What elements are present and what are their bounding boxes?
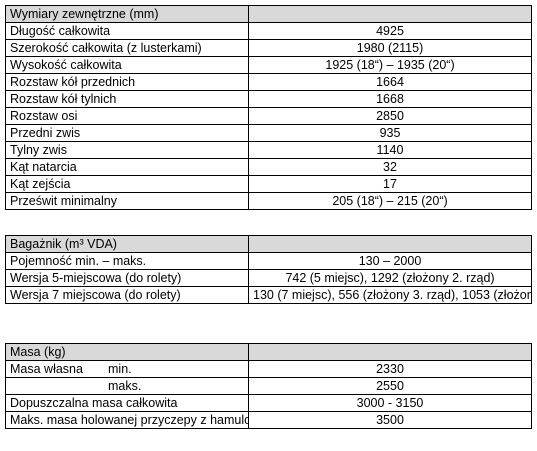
table-row: Rozstaw kół tylnich 1668: [5, 90, 532, 108]
row-label: Pojemność min. – maks.: [5, 252, 249, 270]
row-label: Prześwit minimalny: [5, 192, 249, 210]
row-label: Tylny zwis: [5, 141, 249, 159]
row-label: Przedni zwis: [5, 124, 249, 142]
dimensions-table: Wymiary zewnętrzne (mm) Długość całkowit…: [5, 5, 532, 210]
table-row: Masa własna min. 2330: [5, 360, 532, 378]
row-value: 205 (18“) – 215 (20“): [248, 192, 532, 210]
table-row: Tylny zwis 1140: [5, 141, 532, 159]
table-row: maks. 2550: [5, 377, 532, 395]
table-row: Wersja 5-miejscowa (do rolety) 742 (5 mie…: [5, 269, 532, 287]
row-label: Kąt natarcia: [5, 158, 249, 176]
row-value: 1664: [248, 73, 532, 91]
row-label: Kąt zejścia: [5, 175, 249, 193]
row-value: 4925: [248, 22, 532, 40]
row-label: maks.: [5, 377, 249, 395]
row-value: 1140: [248, 141, 532, 159]
table-header-row: Bagażnik (m³ VDA): [5, 235, 532, 253]
header-empty-cell: [248, 343, 532, 361]
trunk-table: Bagażnik (m³ VDA) Pojemność min. – maks.…: [5, 235, 532, 304]
row-label: Maks. masa holowanej przyczepy z hamulce…: [5, 411, 249, 429]
row-sublabel: maks.: [108, 379, 142, 393]
section-heading: Masa (kg): [5, 343, 249, 361]
row-value: 3500: [248, 411, 532, 429]
section-heading: Wymiary zewnętrzne (mm): [5, 5, 249, 23]
row-value: 130 (7 miejsc), 556 (złożony 3. rząd), 1…: [248, 286, 532, 304]
row-label: Rozstaw kół tylnich: [5, 90, 249, 108]
table-row: Kąt zejścia 17: [5, 175, 532, 193]
row-label: Rozstaw kół przednich: [5, 73, 249, 91]
header-empty-cell: [248, 5, 532, 23]
row-label: Rozstaw osi: [5, 107, 249, 125]
mass-table: Masa (kg) Masa własna min. 2330 maks. 255…: [5, 343, 532, 429]
row-value: 742 (5 miejsc), 1292 (złożony 2. rząd): [248, 269, 532, 287]
table-row: Dopuszczalna masa całkowita 3000 - 3150: [5, 394, 532, 412]
table-row: Długość całkowita 4925: [5, 22, 532, 40]
header-empty-cell: [248, 235, 532, 253]
row-value: 2330: [248, 360, 532, 378]
table-row: Maks. masa holowanej przyczepy z hamulce…: [5, 411, 532, 429]
row-value: 3000 - 3150: [248, 394, 532, 412]
row-label: Wersja 7 miejscowa (do rolety): [5, 286, 249, 304]
table-row: Wersja 7 miejscowa (do rolety) 130 (7 mie…: [5, 286, 532, 304]
row-sublabel: min.: [108, 362, 132, 376]
row-value: 2850: [248, 107, 532, 125]
row-value: 1668: [248, 90, 532, 108]
table-header-row: Wymiary zewnętrzne (mm): [5, 5, 532, 23]
row-value: 17: [248, 175, 532, 193]
row-value: 32: [248, 158, 532, 176]
row-value: 1925 (18“) – 1935 (20“): [248, 56, 532, 74]
table-header-row: Masa (kg): [5, 343, 532, 361]
row-label: Wysokość całkowita: [5, 56, 249, 74]
table-row: Rozstaw osi 2850: [5, 107, 532, 125]
row-label: Masa własna min.: [5, 360, 249, 378]
row-value: 1980 (2115): [248, 39, 532, 57]
table-row: Szerokość całkowita (z lusterkami) 1980 (…: [5, 39, 532, 57]
row-value: 2550: [248, 377, 532, 395]
row-label-main: Masa własna: [10, 362, 83, 376]
table-row: Wysokość całkowita 1925 (18“) – 1935 (20“…: [5, 56, 532, 74]
row-label-group: Masa własna min.: [10, 362, 132, 377]
row-label-group: maks.: [10, 379, 142, 394]
table-row: Prześwit minimalny 205 (18“) – 215 (20“): [5, 192, 532, 210]
row-label: Długość całkowita: [5, 22, 249, 40]
table-row: Przedni zwis 935: [5, 124, 532, 142]
table-row: Pojemność min. – maks. 130 – 2000: [5, 252, 532, 270]
row-label: Dopuszczalna masa całkowita: [5, 394, 249, 412]
row-value: 935: [248, 124, 532, 142]
table-row: Rozstaw kół przednich 1664: [5, 73, 532, 91]
section-heading: Bagażnik (m³ VDA): [5, 235, 249, 253]
row-label: Wersja 5-miejscowa (do rolety): [5, 269, 249, 287]
table-row: Kąt natarcia 32: [5, 158, 532, 176]
row-label: Szerokość całkowita (z lusterkami): [5, 39, 249, 57]
row-value: 130 – 2000: [248, 252, 532, 270]
